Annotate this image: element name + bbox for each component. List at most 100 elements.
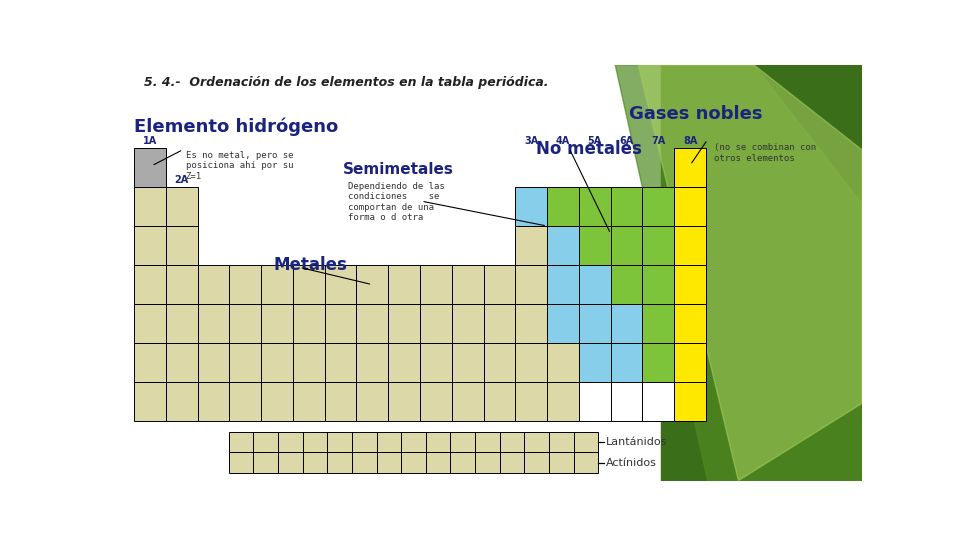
- Bar: [198, 265, 229, 304]
- Text: Metales: Metales: [274, 256, 348, 274]
- Text: 8A: 8A: [683, 137, 697, 146]
- Bar: [547, 226, 579, 265]
- Bar: [401, 453, 426, 473]
- Text: 6A: 6A: [619, 137, 634, 146]
- Bar: [426, 453, 450, 473]
- Bar: [516, 343, 547, 382]
- Text: 5A: 5A: [588, 137, 602, 146]
- Bar: [674, 265, 706, 304]
- Bar: [302, 453, 327, 473]
- Bar: [229, 343, 261, 382]
- Bar: [352, 432, 376, 453]
- Bar: [611, 382, 642, 421]
- Bar: [516, 382, 547, 421]
- Bar: [549, 432, 574, 453]
- Bar: [420, 304, 452, 343]
- Bar: [388, 265, 420, 304]
- Bar: [611, 343, 642, 382]
- Text: Semimetales: Semimetales: [343, 162, 453, 177]
- Bar: [452, 382, 484, 421]
- Text: Lantánidos: Lantánidos: [606, 437, 667, 447]
- Bar: [324, 382, 356, 421]
- Text: 3A: 3A: [524, 137, 539, 146]
- Bar: [388, 382, 420, 421]
- Text: Elemento hidrógeno: Elemento hidrógeno: [134, 117, 338, 136]
- Bar: [674, 304, 706, 343]
- Bar: [524, 453, 549, 473]
- Bar: [166, 265, 198, 304]
- Text: No metales: No metales: [536, 140, 642, 158]
- Bar: [516, 304, 547, 343]
- Bar: [674, 343, 706, 382]
- Bar: [356, 343, 388, 382]
- Text: 7A: 7A: [651, 137, 665, 146]
- Bar: [484, 265, 516, 304]
- Bar: [574, 432, 598, 453]
- Bar: [134, 382, 166, 421]
- Bar: [642, 304, 674, 343]
- Bar: [356, 304, 388, 343]
- Bar: [484, 382, 516, 421]
- Bar: [611, 226, 642, 265]
- Text: 2A: 2A: [175, 176, 189, 185]
- Bar: [134, 343, 166, 382]
- Bar: [388, 343, 420, 382]
- Bar: [452, 265, 484, 304]
- Bar: [327, 453, 352, 473]
- Text: (no se combinan con
otros elementos: (no se combinan con otros elementos: [713, 143, 816, 163]
- Bar: [420, 382, 452, 421]
- Bar: [356, 265, 388, 304]
- Bar: [547, 382, 579, 421]
- Bar: [302, 432, 327, 453]
- Bar: [484, 304, 516, 343]
- Bar: [579, 187, 611, 226]
- Bar: [134, 187, 166, 226]
- Text: Actínidos: Actínidos: [606, 458, 657, 468]
- Bar: [420, 265, 452, 304]
- Bar: [674, 148, 706, 187]
- Bar: [547, 265, 579, 304]
- Bar: [426, 432, 450, 453]
- Text: Dependiendo de las
condiciones    se
comportan de una
forma o d otra: Dependiendo de las condiciones se compor…: [348, 182, 444, 222]
- Bar: [475, 453, 500, 473]
- Bar: [452, 304, 484, 343]
- Bar: [166, 226, 198, 265]
- Bar: [229, 382, 261, 421]
- Bar: [674, 382, 706, 421]
- Bar: [642, 226, 674, 265]
- Bar: [293, 343, 324, 382]
- Bar: [229, 265, 261, 304]
- Bar: [376, 432, 401, 453]
- Text: Gases nobles: Gases nobles: [629, 105, 762, 123]
- Bar: [134, 265, 166, 304]
- Bar: [261, 382, 293, 421]
- Bar: [674, 226, 706, 265]
- Bar: [278, 453, 302, 473]
- Bar: [278, 432, 302, 453]
- Text: Es no metal, pero se
posiciona ahí por su
Z=1: Es no metal, pero se posiciona ahí por s…: [185, 151, 293, 181]
- Bar: [579, 265, 611, 304]
- Bar: [516, 187, 547, 226]
- Bar: [500, 432, 524, 453]
- Bar: [579, 304, 611, 343]
- Bar: [642, 265, 674, 304]
- Bar: [642, 187, 674, 226]
- Bar: [166, 304, 198, 343]
- Bar: [376, 453, 401, 473]
- Bar: [500, 453, 524, 473]
- Bar: [484, 343, 516, 382]
- Bar: [516, 265, 547, 304]
- Bar: [293, 304, 324, 343]
- Bar: [579, 343, 611, 382]
- Bar: [352, 453, 376, 473]
- Bar: [324, 304, 356, 343]
- Bar: [261, 304, 293, 343]
- Bar: [253, 453, 278, 473]
- Bar: [324, 265, 356, 304]
- Bar: [642, 343, 674, 382]
- Bar: [452, 343, 484, 382]
- Bar: [229, 304, 261, 343]
- Bar: [579, 226, 611, 265]
- Bar: [134, 148, 166, 187]
- Bar: [166, 187, 198, 226]
